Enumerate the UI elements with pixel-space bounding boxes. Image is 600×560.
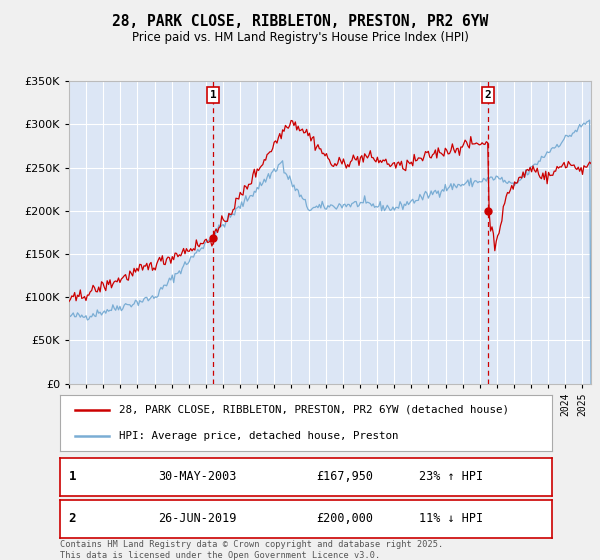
- Text: 2: 2: [68, 512, 76, 525]
- Text: 1: 1: [68, 470, 76, 483]
- Text: 11% ↓ HPI: 11% ↓ HPI: [419, 512, 483, 525]
- Text: 2: 2: [485, 90, 491, 100]
- Text: 28, PARK CLOSE, RIBBLETON, PRESTON, PR2 6YW (detached house): 28, PARK CLOSE, RIBBLETON, PRESTON, PR2 …: [119, 405, 509, 415]
- Text: 28, PARK CLOSE, RIBBLETON, PRESTON, PR2 6YW: 28, PARK CLOSE, RIBBLETON, PRESTON, PR2 …: [112, 14, 488, 29]
- Text: 23% ↑ HPI: 23% ↑ HPI: [419, 470, 483, 483]
- Text: 30-MAY-2003: 30-MAY-2003: [158, 470, 237, 483]
- Text: 26-JUN-2019: 26-JUN-2019: [158, 512, 237, 525]
- Text: Price paid vs. HM Land Registry's House Price Index (HPI): Price paid vs. HM Land Registry's House …: [131, 31, 469, 44]
- Text: Contains HM Land Registry data © Crown copyright and database right 2025.
This d: Contains HM Land Registry data © Crown c…: [60, 540, 443, 560]
- Text: 1: 1: [210, 90, 217, 100]
- Text: HPI: Average price, detached house, Preston: HPI: Average price, detached house, Pres…: [119, 431, 398, 441]
- Text: £167,950: £167,950: [316, 470, 373, 483]
- Text: £200,000: £200,000: [316, 512, 373, 525]
